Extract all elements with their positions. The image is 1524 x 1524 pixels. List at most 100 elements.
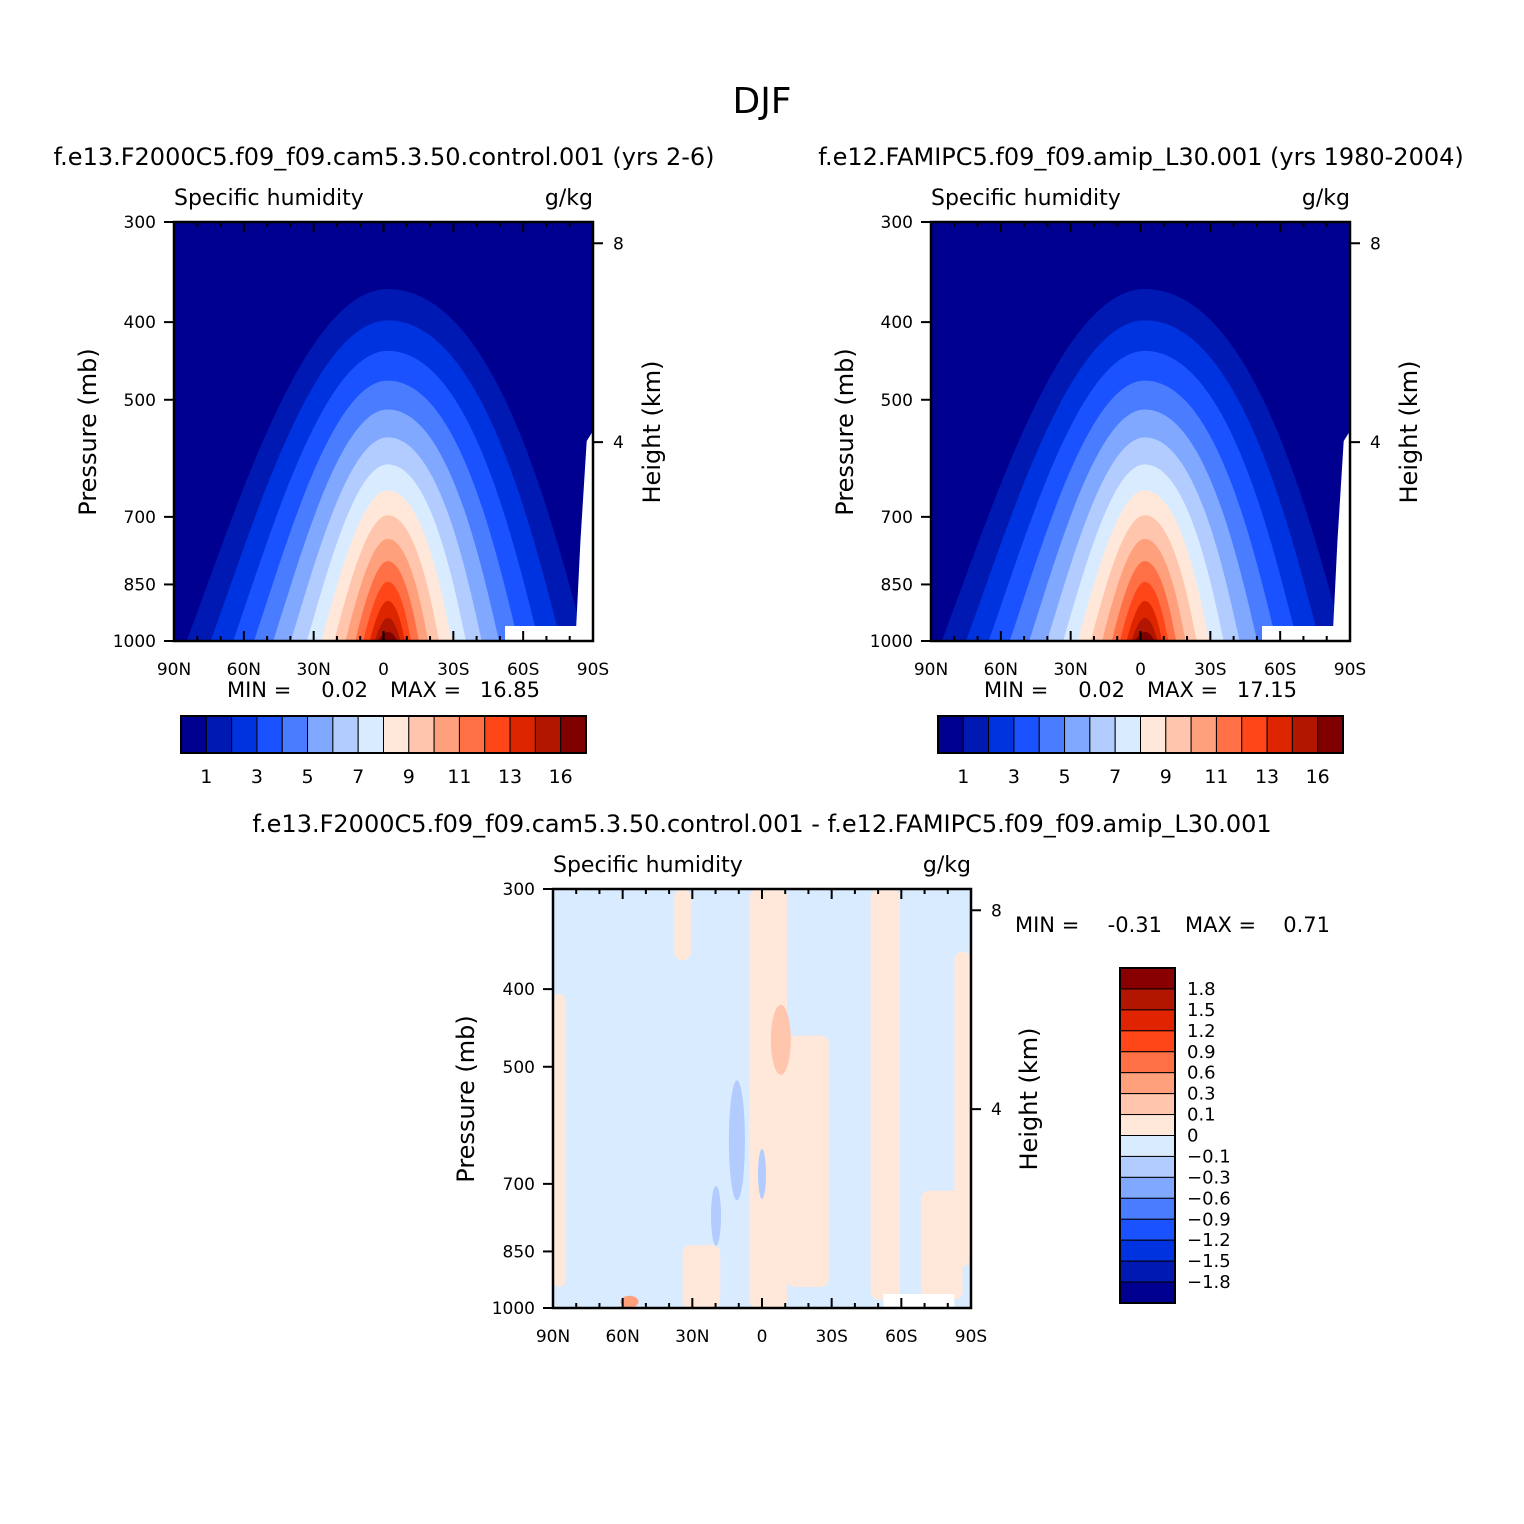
colorbar-box (1119, 1114, 1176, 1136)
colorbar-label: 1.5 (1187, 1000, 1216, 1021)
y-tick-label: 400 (503, 980, 535, 1000)
x-tick-label: 90N (157, 660, 191, 680)
colorbar-box (1119, 1218, 1176, 1241)
max-value: 16.85 (480, 678, 540, 702)
y2-tick-label: 4 (991, 1100, 1002, 1120)
contour-band (749, 889, 788, 1308)
axis-ticks: 90N 60N 30N 0 30S 60S 90S 300 400 500 700 850 1000 8 4 (870, 213, 1381, 680)
units-label: g/kg (1302, 186, 1350, 211)
y-axis-label: Pressure (mb) (831, 348, 859, 515)
y-tick-label: 700 (503, 1175, 535, 1195)
contour-band (787, 1035, 829, 1288)
colorbar-label: 0.1 (1187, 1105, 1216, 1126)
min-label: MIN = (227, 678, 291, 702)
y2-tick-label: 8 (613, 234, 624, 254)
min-label: MIN = (1015, 913, 1079, 937)
colorbar-label: 3 (251, 766, 263, 788)
x-tick-label: 90N (536, 1327, 570, 1347)
colorbar-box (1119, 1281, 1176, 1304)
units-label: g/kg (923, 853, 971, 878)
y-tick-label: 1000 (492, 1299, 535, 1319)
colorbar-box (1064, 715, 1091, 754)
colorbar-label: −0.1 (1187, 1146, 1231, 1167)
colorbar-box (1215, 715, 1243, 754)
colorbar-label: 7 (352, 766, 364, 788)
y2-tick-label: 8 (991, 901, 1002, 921)
colorbar-label: 13 (498, 766, 522, 788)
colorbar-box (560, 715, 587, 754)
y-tick-label: 500 (881, 391, 913, 411)
colorbar-box (1089, 715, 1116, 754)
colorbar-box (1038, 715, 1066, 754)
colorbar-box (433, 715, 460, 754)
colorbar-label: −0.3 (1187, 1167, 1231, 1188)
x-tick-label: 30S (1194, 660, 1226, 680)
y2-axis-label: Height (km) (638, 361, 666, 504)
colorbar-label: 16 (1306, 766, 1330, 788)
field-name-label: Specific humidity (931, 186, 1121, 211)
colorbar-box (1119, 1260, 1176, 1283)
colorbar-box (357, 715, 384, 754)
x-tick-label: 30N (1053, 660, 1087, 680)
contour-band (920, 1190, 963, 1300)
max-label: MAX = (1147, 678, 1218, 702)
colorbar-box (180, 715, 207, 754)
colorbar-box (484, 715, 511, 754)
y2-tick-label: 8 (1370, 234, 1381, 254)
colorbar-frame (180, 715, 587, 754)
contour-band (758, 1148, 766, 1199)
colorbar-frame (937, 715, 1344, 754)
colorbar-box (1119, 1009, 1176, 1032)
contour-band (682, 1245, 721, 1308)
x-tick-label: 30N (675, 1327, 709, 1347)
x-tick-label: 30N (296, 660, 330, 680)
colorbar-label: −0.9 (1187, 1209, 1231, 1230)
panel-title: f.e13.F2000C5.f09_f09.cam5.3.50.control.… (53, 143, 714, 171)
colorbar-box (231, 715, 258, 754)
colorbar-box (1119, 1176, 1176, 1199)
colorbar-label: 1 (957, 766, 969, 788)
min-value: -0.31 (1108, 913, 1162, 937)
x-tick-label: 30S (815, 1327, 847, 1347)
contour-band (870, 889, 900, 1300)
colorbar-label: 16 (549, 766, 573, 788)
colorbar-box (1241, 715, 1268, 754)
y-axis-label: Pressure (mb) (452, 1015, 480, 1182)
colorbar-label: 11 (447, 766, 471, 788)
colorbar-box (1114, 715, 1141, 754)
colorbar-label: 0.3 (1187, 1084, 1216, 1105)
axis-ticks: 90N 60N 30N 0 30S 60S 90S 300 400 500 700 850 1000 8 4 (492, 880, 1002, 1347)
contour-band (1131, 617, 1158, 641)
colorbar-box (1119, 1239, 1176, 1262)
colorbar-label: 7 (1109, 766, 1121, 788)
y-tick-label: 300 (124, 213, 156, 233)
y-tick-label: 300 (503, 880, 535, 900)
colorbar-box (1317, 715, 1344, 754)
colorbar-box (1119, 1030, 1176, 1053)
colorbar-box (205, 715, 233, 754)
colorbar-box (281, 715, 309, 754)
x-tick-label: 30S (437, 660, 469, 680)
y-tick-label: 500 (503, 1058, 535, 1078)
colorbar: 1 3 5 7 9 11 13 16 (180, 715, 587, 788)
colorbar-box (1119, 1155, 1176, 1178)
panel-title: f.e12.FAMIPC5.f09_f09.amip_L30.001 (yrs … (818, 143, 1464, 171)
panel-title: f.e13.F2000C5.f09_f09.cam5.3.50.control.… (252, 810, 1271, 838)
panel-control: f.e13.F2000C5.f09_f09.cam5.3.50.control.… (53, 143, 714, 788)
field-name-label: Specific humidity (174, 186, 364, 211)
max-label: MAX = (390, 678, 461, 702)
contour-band (620, 1295, 639, 1308)
panel-amip: f.e12.FAMIPC5.f09_f09.amip_L30.001 (yrs … (818, 143, 1464, 788)
colorbar-frame (1119, 967, 1176, 1304)
colorbar: 1 3 5 7 9 11 13 16 (937, 715, 1344, 788)
colorbar-box (962, 715, 990, 754)
colorbar-label: −1.2 (1187, 1230, 1231, 1251)
y-tick-label: 400 (124, 313, 156, 333)
colorbar-label: 5 (1059, 766, 1071, 788)
contour-band (553, 993, 566, 1288)
colorbar-label: 1.8 (1187, 979, 1216, 1000)
colorbar-label: −1.5 (1187, 1251, 1231, 1272)
colorbar-label: −0.6 (1187, 1188, 1231, 1209)
contour-field (931, 222, 1350, 641)
colorbar-box (1119, 1197, 1176, 1220)
